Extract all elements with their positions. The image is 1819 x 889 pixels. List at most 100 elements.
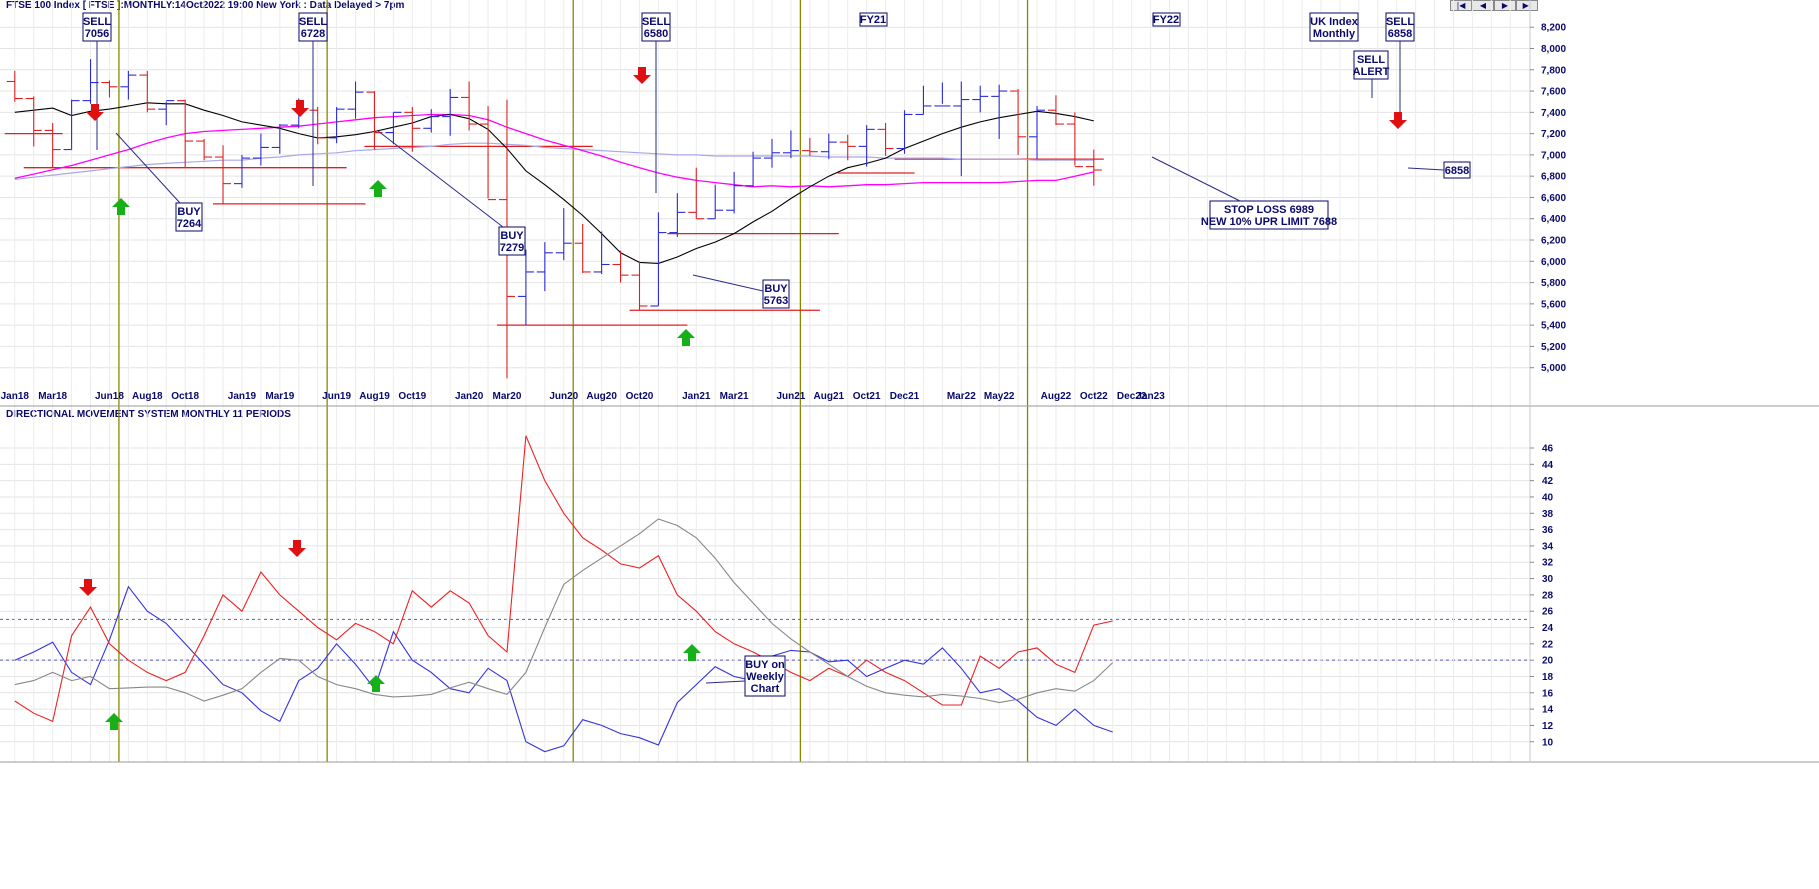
buy-on-weekly-chart-box-text: Weekly [746,671,785,683]
dms-y-tick-label: 10 [1542,737,1554,748]
ohlc-bar [745,151,762,187]
x-axis-tick-label: Aug21 [814,391,845,402]
uk-index-monthly-box-frame [1309,12,1359,42]
nav-last-button[interactable]: ▶| [1516,0,1538,11]
dms-y-tick-label: 36 [1542,525,1554,536]
ohlc-bar [215,145,232,204]
ohlc-bar [1085,149,1102,186]
price-y-tick-label: 7,000 [1541,150,1566,161]
adx-line [14,518,1114,704]
price-bars [6,59,1102,379]
ohlc-bar [953,81,970,177]
nav-first-button[interactable]: |◀ [1450,0,1472,11]
ohlc-bar [44,122,61,168]
ohlc-bar [309,107,326,145]
dms-panel-title: DIRECTIONAL MOVEMENT SYSTEM MONTHLY 11 P… [6,409,291,420]
ohlc-bar [366,91,383,150]
dms-y-tick-label: 14 [1542,705,1554,716]
ohlc-bar [517,249,534,326]
buy-7264-box-text: BUY [177,206,201,218]
ohlc-bar [764,138,780,168]
sell-arrow-icon [86,104,104,121]
sell-6580-box-text: SELL [642,16,670,28]
x-axis-tick-label: Jun21 [776,391,805,402]
dms-y-tick-label: 26 [1542,607,1554,618]
ohlc-bar [650,212,667,307]
price-y-tick-label: 5,800 [1541,278,1566,289]
x-axis-tick-label: Oct18 [171,391,199,402]
stop-loss-box-text: STOP LOSS 6989 [1224,204,1314,216]
dms-y-tick-label: 40 [1542,492,1554,503]
price-y-tick-label: 7,200 [1541,129,1566,140]
dms-y-tick-label: 20 [1542,656,1554,667]
buy-on-weekly-chart-box-text: BUY on [745,659,785,671]
ohlc-bar [726,171,743,214]
buy-5763-box-text: BUY [764,283,788,295]
price-y-tick-label: 7,800 [1541,65,1566,76]
minus-di-line [14,435,1113,723]
sell-alert-box-text: SELL [1357,54,1385,66]
x-axis-tick-label: Aug18 [132,391,163,402]
price-y-tick-label: 5,000 [1541,363,1566,374]
price-y-tick-label: 6,400 [1541,214,1566,225]
sell-6858-box-text: 6858 [1388,28,1412,40]
dms-y-tick-label: 32 [1542,558,1554,569]
dms-y-tick-label: 22 [1542,639,1554,650]
fy21-label: FY21 [860,14,886,26]
ohlc-bar [839,134,856,161]
dms-y-tick-label: 12 [1542,721,1554,732]
buy-arrow-icon [677,329,695,346]
ohlc-bar [1010,88,1027,155]
x-axis-tick-label: Jan21 [682,391,711,402]
sell-7056-box-text: SELL [83,16,111,28]
stop-loss-box-frame [1209,200,1329,230]
ohlc-bar [877,122,894,156]
buy-5763-box-text: 5763 [764,295,788,307]
ohlc-bar [896,110,913,154]
nav-next-button[interactable]: ▶ [1494,0,1516,11]
ohlc-bar [669,193,686,237]
fy22-label: FY22 [1153,14,1179,26]
ohlc-bar [25,96,42,147]
ohlc-bar [461,81,478,131]
price-6858-tag-text: 6858 [1445,165,1469,177]
uk-index-monthly-box-text: UK Index [1310,16,1359,28]
ohlc-bar [347,81,364,119]
dms-y-tick-label: 16 [1542,688,1554,699]
ohlc-bar [82,59,99,104]
ohlc-bar [1029,105,1046,160]
buy-7279-box-frame [498,226,526,256]
connector-line [705,680,746,684]
sell-6728-box-text: SELL [299,16,327,28]
ohlc-bar [1066,112,1083,168]
buy-arrow-icon [367,675,385,692]
x-axis-tick-label: Mar20 [493,391,522,402]
ohlc-bar [101,80,118,98]
price-y-tick-label: 6,600 [1541,193,1566,204]
support-resistance-levels [4,132,1104,326]
sell-arrow-icon [288,540,306,557]
sell-6580-box-text: 6580 [644,28,668,40]
ohlc-bar [158,100,175,126]
ohlc-bar [385,111,402,145]
price-y-tick-label: 7,400 [1541,108,1566,119]
ohlc-bar [177,99,194,168]
ohlc-bar [233,154,250,188]
sell-alert-box-text: ALERT [1353,66,1390,78]
sell-arrow-icon [79,579,97,596]
ma-faint-line [14,142,1094,180]
x-axis-tick-label: Jan20 [455,391,484,402]
dms-y-tick-label: 38 [1542,509,1554,520]
connector-line [1407,167,1445,171]
dms-y-tick-label: 18 [1542,672,1554,683]
ma-black-line [14,102,1094,264]
buy-on-weekly-chart-box-text: Chart [751,683,780,695]
x-axis-tick-label: Jan18 [1,391,30,402]
ohlc-bar [328,107,345,144]
